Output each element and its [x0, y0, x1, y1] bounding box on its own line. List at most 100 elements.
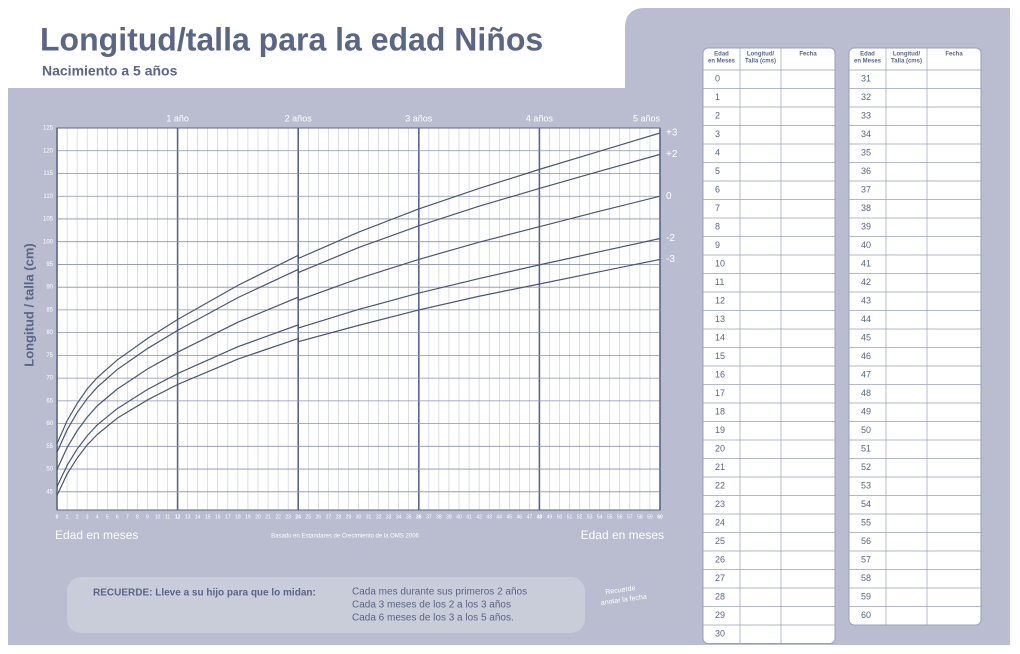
table-age: 45: [861, 333, 871, 343]
table-age: 29: [715, 610, 725, 620]
table-header: Talla (cms): [891, 59, 922, 65]
table-age: 56: [861, 536, 871, 546]
reminder-line: Cada mes durante sus primeros 2 años: [352, 587, 527, 598]
table-age: 53: [861, 481, 871, 491]
table-age: 28: [715, 592, 725, 602]
table-age: 19: [715, 425, 725, 435]
table-age: 18: [715, 407, 725, 417]
table-age: 13: [715, 314, 725, 324]
x-tick-label: 25: [305, 514, 311, 520]
x-tick-label: 40: [456, 514, 462, 520]
x-tick-label: 36: [416, 514, 422, 520]
x-tick-label: 35: [406, 514, 412, 520]
table-age: 10: [715, 259, 725, 269]
year-label: 3 años: [405, 113, 433, 123]
table-age: 48: [861, 388, 871, 398]
curve-label: +2: [666, 149, 678, 160]
x-tick-label: 58: [637, 514, 643, 520]
y-tick-label: 85: [46, 307, 53, 313]
table-age: 30: [715, 629, 725, 639]
table-age: 31: [861, 74, 871, 84]
x-tick-label: 43: [486, 514, 492, 520]
table-header: Fecha: [945, 52, 963, 58]
x-tick-label: 51: [567, 514, 573, 520]
x-tick-label: 49: [547, 514, 553, 520]
y-tick-label: 105: [43, 217, 54, 223]
table-age: 20: [715, 444, 725, 454]
x-tick-label: 12: [175, 514, 181, 520]
table-age: 17: [715, 388, 725, 398]
x-tick-label: 47: [527, 514, 533, 520]
table-age: 59: [861, 592, 871, 602]
x-tick-label: 32: [376, 514, 382, 520]
y-tick-label: 80: [46, 330, 53, 336]
x-tick-label: 60: [657, 514, 663, 520]
x-tick-label: 5: [106, 514, 109, 520]
curve-label: -3: [666, 254, 675, 265]
x-tick-label: 45: [506, 514, 512, 520]
x-tick-label: 22: [275, 514, 281, 520]
table-age: 55: [861, 518, 871, 528]
table-age: 44: [861, 314, 871, 324]
table-age: 9: [715, 240, 720, 250]
table-age: 2: [715, 111, 720, 121]
table-header: Fecha: [799, 52, 817, 58]
curve-label: 0: [666, 191, 672, 202]
table-age: 58: [861, 573, 871, 583]
x-tick-label: 7: [126, 514, 129, 520]
x-tick-label: 50: [557, 514, 563, 520]
table-age: 6: [715, 185, 720, 195]
x-tick-label: 52: [577, 514, 583, 520]
x-tick-label: 37: [426, 514, 432, 520]
x-tick-label: 46: [517, 514, 523, 520]
year-label: 4 años: [526, 113, 554, 123]
y-tick-label: 115: [43, 171, 53, 177]
table-age: 47: [861, 370, 871, 380]
y-axis-label: Longitud / talla (cm): [21, 243, 36, 367]
table-age: 12: [715, 296, 725, 306]
table-age: 26: [715, 555, 725, 565]
table-age: 36: [861, 166, 871, 176]
x-tick-label: 0: [56, 514, 59, 520]
page-title: Longitud/talla para la edad Niños: [40, 21, 543, 57]
x-tick-label: 17: [225, 514, 231, 520]
y-tick-label: 50: [46, 467, 53, 473]
table-age: 0: [715, 74, 720, 84]
x-tick-label: 39: [446, 514, 452, 520]
curve-label: +3: [666, 128, 678, 139]
y-tick-label: 120: [43, 148, 54, 154]
table-age: 42: [861, 277, 871, 287]
table-age: 41: [861, 259, 871, 269]
y-tick-label: 90: [46, 285, 53, 291]
x-tick-label: 15: [205, 514, 211, 520]
table-age: 33: [861, 111, 871, 121]
x-tick-label: 24: [295, 514, 301, 520]
year-label: 1 año: [166, 113, 189, 123]
x-tick-label: 13: [185, 514, 191, 520]
table-age: 21: [715, 462, 725, 472]
table-age: 3: [715, 129, 720, 139]
table-header: Longitud/: [747, 52, 775, 58]
table-age: 11: [715, 277, 724, 287]
x-tick-label: 27: [326, 514, 332, 520]
table-age: 16: [715, 370, 725, 380]
table-age: 40: [861, 240, 871, 250]
page-subtitle: Nacimiento a 5 años: [42, 63, 178, 79]
x-tick-label: 29: [346, 514, 352, 520]
x-tick-label: 14: [195, 514, 201, 520]
table-age: 23: [715, 499, 725, 509]
x-tick-label: 41: [466, 514, 472, 520]
table-age: 49: [861, 407, 871, 417]
table-header: Edad: [714, 52, 729, 58]
x-tick-label: 54: [597, 514, 603, 520]
x-tick-label: 55: [607, 514, 613, 520]
y-tick-label: 45: [46, 489, 53, 495]
x-tick-label: 18: [235, 514, 241, 520]
table-age: 57: [861, 555, 871, 565]
x-tick-label: 6: [116, 514, 119, 520]
x-tick-label: 11: [165, 514, 170, 520]
y-tick-label: 55: [46, 444, 53, 450]
table-age: 46: [861, 351, 871, 361]
table-header: Edad: [860, 52, 875, 58]
table-age: 25: [715, 536, 725, 546]
